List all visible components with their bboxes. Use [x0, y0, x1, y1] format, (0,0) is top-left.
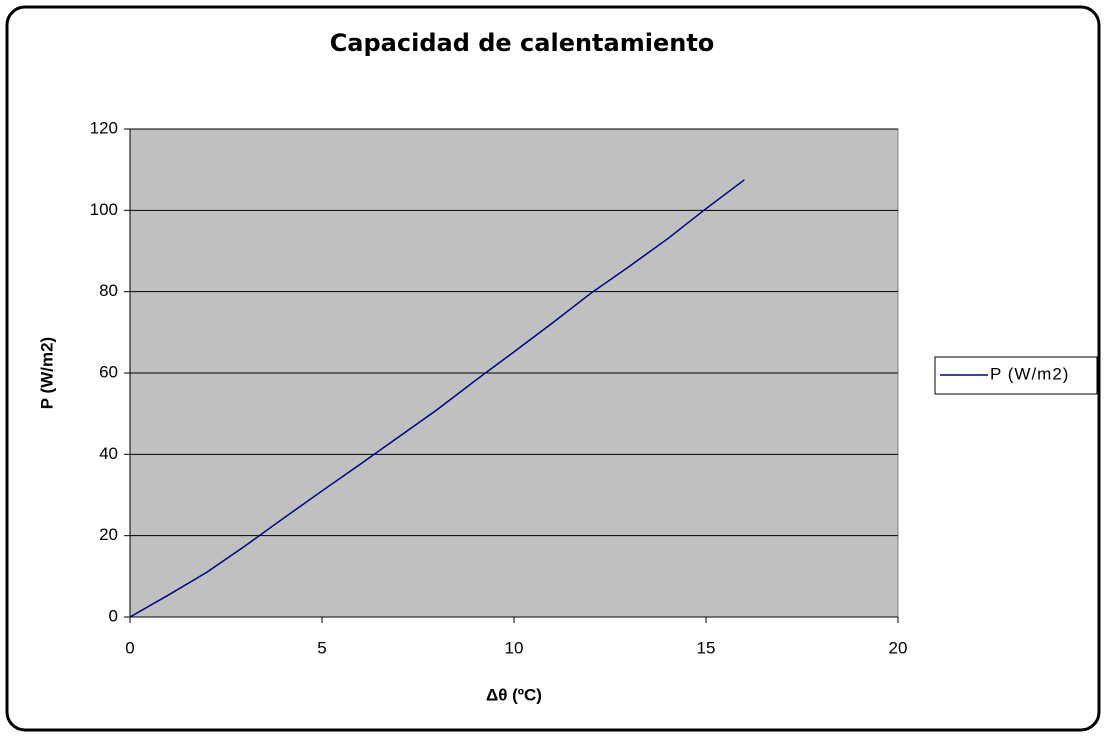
y-tick-label: 100: [90, 200, 118, 219]
x-tick-label: 0: [125, 638, 134, 657]
x-axis-title: Δθ (ºC): [486, 685, 542, 704]
data-line: [129, 179, 745, 618]
y-tick-label: 20: [99, 525, 118, 544]
y-tick-label: 120: [90, 118, 118, 137]
x-tick-label: 10: [505, 638, 524, 657]
y-axis-title: P (W/m2): [37, 337, 56, 409]
y-tick-label: 80: [99, 281, 118, 300]
y-tick-label: 60: [99, 362, 118, 381]
y-tick-label: 0: [109, 606, 118, 625]
x-tick-label: 5: [317, 638, 326, 657]
chart-title: Capacidad de calentamiento: [330, 29, 715, 57]
legend-label: P (W/m2): [990, 364, 1069, 383]
x-tick-label: 20: [889, 638, 908, 657]
y-tick-label: 40: [99, 444, 118, 463]
x-tick-label: 15: [697, 638, 716, 657]
